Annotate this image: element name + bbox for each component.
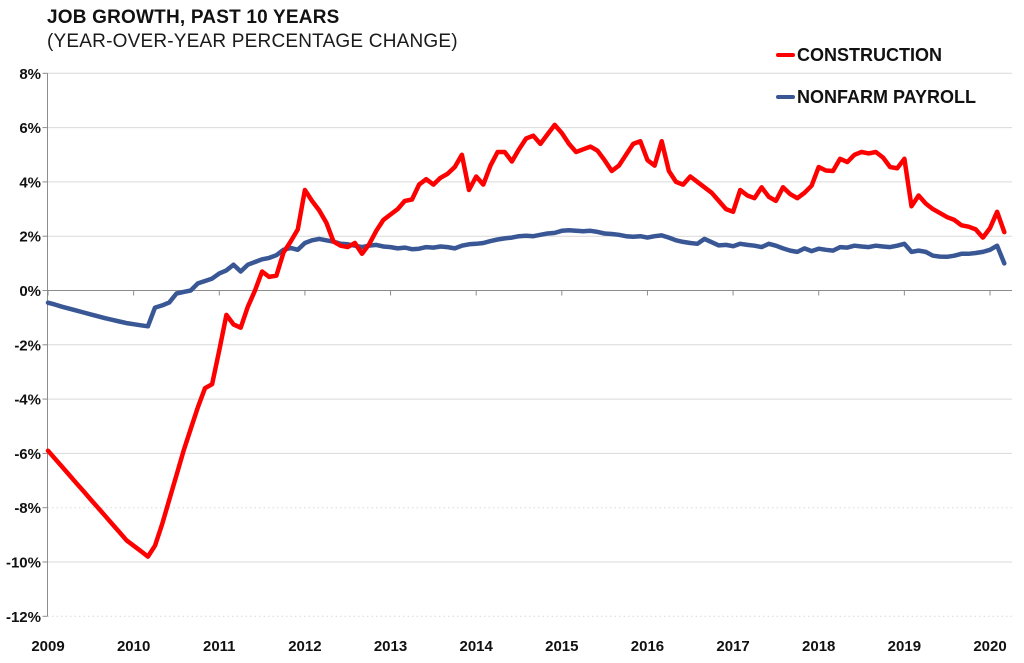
- title-block: JOB GROWTH, PAST 10 YEARS (YEAR-OVER-YEA…: [47, 6, 458, 54]
- construction-line: [45, 122, 1007, 559]
- legend-label-nonfarm-payroll: NONFARM PAYROLL: [797, 86, 977, 107]
- y-axis-tick-label: -10%: [6, 555, 41, 572]
- x-axis-tick-label: 2009: [31, 638, 64, 655]
- x-axis-tick-label: 2012: [288, 638, 321, 655]
- x-axis-tick-label: 2015: [545, 638, 578, 655]
- legend-item-construction: CONSTRUCTION: [776, 44, 976, 66]
- y-axis-tick-label: -6%: [14, 446, 41, 463]
- y-axis-tick-label: -12%: [6, 609, 41, 626]
- x-axis-tick-label: 2013: [374, 638, 407, 655]
- y-axis-tick-label: -4%: [14, 392, 41, 409]
- x-axis-tick-label: 2018: [802, 638, 835, 655]
- y-axis-tick-label: 0%: [19, 283, 41, 300]
- nonfarm-payroll-line-swatch: [776, 95, 795, 99]
- y-axis-tick-label: 4%: [19, 174, 41, 191]
- chart-title: JOB GROWTH, PAST 10 YEARS: [47, 7, 340, 28]
- legend-item-nonfarm-payroll: NONFARM PAYROLL: [776, 86, 976, 108]
- y-axis-tick-label: -2%: [14, 337, 41, 354]
- nonfarm-payroll-line: [45, 227, 1007, 329]
- legend: CONSTRUCTION NONFARM PAYROLL: [776, 44, 976, 128]
- x-axis-tick-label: 2017: [716, 638, 749, 655]
- construction-line-swatch: [776, 53, 795, 57]
- y-axis-tick-label: 2%: [19, 229, 41, 246]
- legend-label-construction: CONSTRUCTION: [797, 44, 942, 65]
- x-axis-tick-label: 2016: [631, 638, 664, 655]
- chart-subtitle: (YEAR-OVER-YEAR PERCENTAGE CHANGE): [47, 31, 458, 52]
- x-axis-tick-label: 2019: [888, 638, 921, 655]
- x-axis-tick-label: 2020: [973, 638, 1006, 655]
- y-axis-tick-label: -8%: [14, 500, 41, 517]
- x-axis-tick-label: 2014: [459, 638, 493, 655]
- y-axis-tick-label: 8%: [19, 66, 41, 83]
- x-axis-tick-label: 2011: [203, 638, 236, 655]
- x-axis-tick-label: 2010: [117, 638, 150, 655]
- y-axis-tick-label: 6%: [19, 120, 41, 137]
